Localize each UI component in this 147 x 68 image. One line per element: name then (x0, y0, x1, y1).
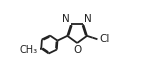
Text: N: N (62, 14, 70, 24)
Text: O: O (73, 45, 81, 55)
Text: Cl: Cl (99, 34, 110, 44)
Text: N: N (84, 14, 92, 24)
Text: CH₃: CH₃ (19, 45, 37, 55)
